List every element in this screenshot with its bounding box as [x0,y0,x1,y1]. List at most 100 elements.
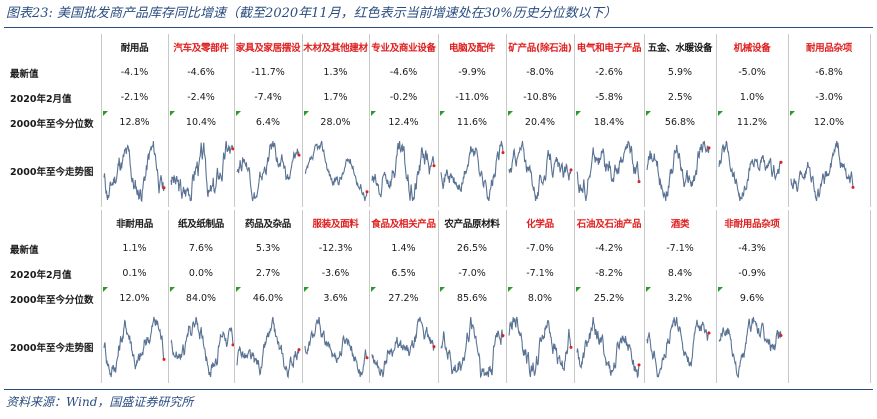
column-header: 农产品原材料 [438,210,507,236]
trend-cell [506,135,575,207]
column-header: 食品及相关产品 [369,210,439,236]
header-row: 耐用品 汽车及零部件 家具及家居摆设 木材及其他建材 专业及商业设备 电脑及配件 矿产品(… [4,34,871,60]
trend-cell [234,135,303,207]
cell-feb2020: -0.9% [716,261,789,286]
trend-sparkline [235,140,300,202]
trend-row: 2000年至今走势图 [4,311,871,383]
latest-point [365,356,368,360]
group-trend-cell [101,135,169,207]
row-label-latest: 最新值 [4,236,102,261]
column-header: 家具及家居摆设 [234,34,303,60]
trend-sparkline [303,316,368,378]
trend-cell [788,135,871,207]
cell-latest: -4.6% [168,60,235,85]
cell-pct: 18.4% [574,110,645,135]
trend-line [370,316,435,378]
flag-marker [575,111,581,116]
trend-line [439,140,504,202]
cell-latest: -2.6% [574,60,645,85]
column-header: 矿产品(除石油) [506,34,575,60]
cell-latest: -4.3% [716,236,789,261]
trend-sparkline [235,316,300,379]
trend-cell [716,135,789,207]
trend-cell [234,311,303,383]
trend-cell [644,311,717,383]
flag-marker [439,111,445,116]
latest-point [779,334,782,338]
trend-line [507,316,572,378]
trend-line [169,140,233,202]
trend-sparkline [370,140,435,202]
flag-marker [645,287,651,292]
trend-line [303,316,367,378]
cell-latest: -7.0% [506,236,575,261]
trend-sparkline [102,316,165,378]
trend-sparkline [370,316,435,378]
trend-cell [506,311,575,383]
trend-cell [438,135,507,207]
cell-feb2020: 1.7% [302,85,370,110]
row-label-pct: 2000年至今分位数 [4,286,102,311]
cell-pct: 84.0% [168,286,235,311]
flag-marker [717,287,723,292]
group-latest-value: -4.1% [101,60,169,85]
trend-line [169,316,233,378]
cell-pct: 10.4% [168,110,235,135]
trend-line [235,140,300,202]
column-header: 药品及杂品 [234,210,303,236]
latest-point [297,348,300,352]
cell-latest: -4.6% [369,60,439,85]
latest-row: 最新值 1.1% 7.6% 5.3% -12.3% 1.4% 26.5% -7.0% -4.2%… [4,236,871,261]
latest-point [707,331,710,335]
flag-marker [169,287,175,292]
column-header: 耐用品杂项 [788,34,871,60]
latest-point [231,147,233,151]
flag-marker [169,111,175,116]
cell-feb2020: -10.8% [506,85,575,110]
column-header: 电气和电子产品 [574,34,645,60]
trend-line [235,316,300,379]
trend-cell [716,311,789,383]
empty-cell [788,261,871,286]
trend-cell [168,135,235,207]
cell-pct: 3.6% [302,286,370,311]
flag-marker [303,287,309,292]
trend-line [102,140,165,203]
trend-sparkline [717,140,782,202]
cell-pct: 6.4% [234,110,303,135]
feb-row: 2020年2月值 -2.1% -2.4% -7.4% 1.7% -0.2% -11.0% -1… [4,85,871,110]
latest-point [162,357,165,361]
cell-latest: -6.8% [788,60,871,85]
column-header: 服装及面料 [302,210,370,236]
trend-cell [369,135,439,207]
source-note: 资料来源：Wind，国盛证券研究所 [6,395,194,409]
cell-latest: 7.6% [168,236,235,261]
empty-cell [788,236,871,261]
flag-marker [370,111,376,116]
cell-pct: 9.6% [716,286,789,311]
bottom-rule [4,389,873,390]
trend-line [102,316,165,378]
empty-cell [788,311,871,383]
trend-cell [574,135,645,207]
trend-sparkline [169,140,233,202]
cell-latest: 1.3% [302,60,370,85]
column-header: 酒类 [644,210,717,236]
trend-sparkline [645,140,710,202]
cell-latest: -8.0% [506,60,575,85]
trend-row: 2000年至今走势图 [4,135,871,207]
row-label-latest: 最新值 [4,60,102,85]
group-pct-value: 12.0% [101,286,169,311]
cell-feb2020: 8.4% [644,261,717,286]
row-label-trend: 2000年至今走势图 [4,311,102,383]
latest-row: 最新值 -4.1% -4.6% -11.7% 1.3% -4.6% -9.9% -8.0% -2… [4,60,871,85]
trend-sparkline [439,140,504,202]
trend-cell [644,135,717,207]
durable-goods-table: 耐用品 汽车及零部件 家具及家居摆设 木材及其他建材 专业及商业设备 电脑及配件 矿产品(… [4,34,871,207]
cell-latest: -11.7% [234,60,303,85]
column-header: 机械设备 [716,34,789,60]
latest-point [297,153,300,157]
row-label-feb2020: 2020年2月值 [4,85,102,110]
row-label-pct: 2000年至今分位数 [4,110,102,135]
latest-point [501,151,504,155]
